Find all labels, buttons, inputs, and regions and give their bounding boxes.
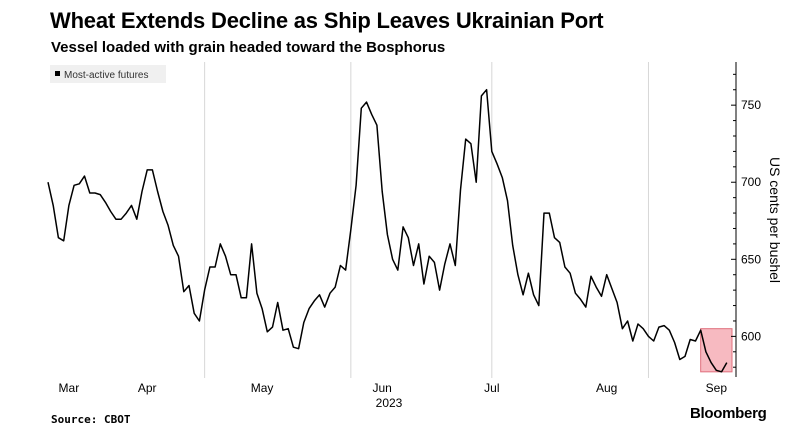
x-axis-year-label: 2023 (376, 396, 403, 410)
x-tick-label-jun: Jun (372, 381, 391, 395)
source-note: Source: CBOT (51, 413, 131, 426)
chart-title: Wheat Extends Decline as Ship Leaves Ukr… (50, 8, 604, 33)
x-tick-label-jul: Jul (484, 381, 499, 395)
y-tick-label-700: 700 (741, 175, 761, 189)
legend-box (50, 65, 166, 83)
y-axis-ticks: 600 650 700 750 (731, 73, 761, 368)
x-tick-label-apr: Apr (138, 381, 157, 395)
x-axis-ticks: Mar Apr May Jun Jul Aug Sep (59, 381, 728, 395)
legend-swatch (55, 71, 60, 76)
gridlines (204, 62, 649, 378)
y-tick-label-600: 600 (741, 329, 761, 343)
y-axis-label: US cents per bushel (767, 157, 783, 283)
x-tick-label-may: May (251, 381, 274, 395)
legend: Most-active futures (50, 65, 166, 83)
y-tick-label-750: 750 (741, 98, 761, 112)
chart-subtitle: Vessel loaded with grain headed toward t… (51, 39, 446, 56)
x-tick-label-aug: Aug (596, 381, 617, 395)
legend-label: Most-active futures (64, 70, 148, 81)
x-tick-label-mar: Mar (59, 381, 80, 395)
x-tick-label-sep: Sep (706, 381, 728, 395)
y-tick-label-650: 650 (741, 252, 761, 266)
bloomberg-logo: Bloomberg (690, 405, 767, 422)
wheat-futures-line (47, 88, 728, 373)
